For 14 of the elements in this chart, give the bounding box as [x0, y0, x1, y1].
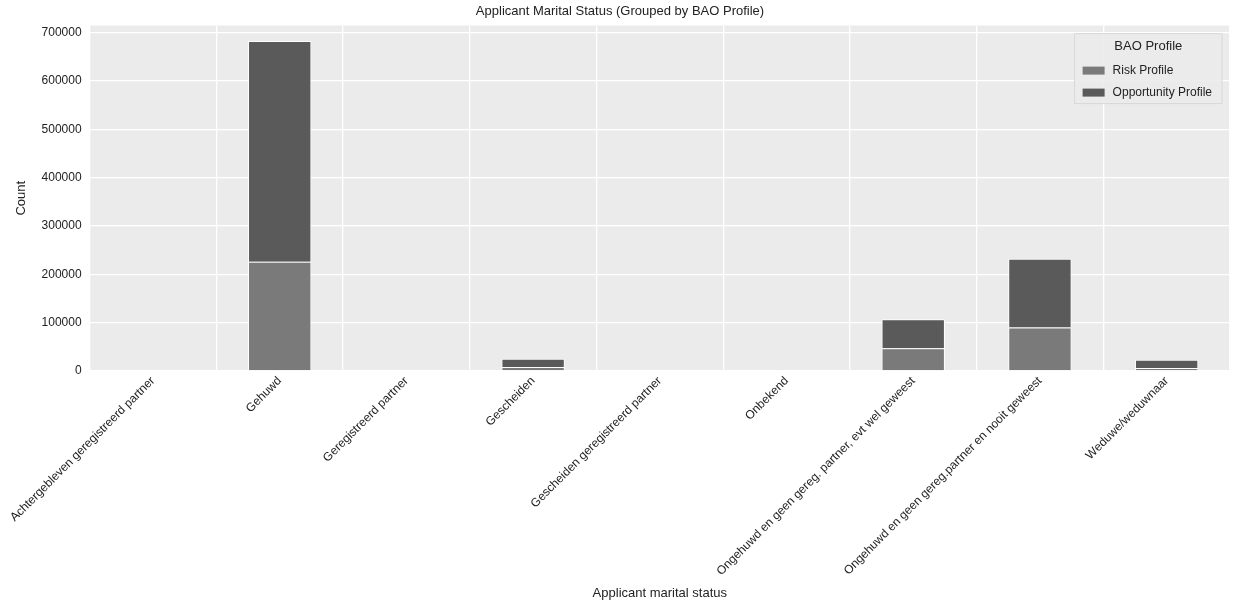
chart-title: Applicant Marital Status (Grouped by BAO Profile) [475, 3, 765, 19]
x-axis-title: Applicant marital status [592, 584, 728, 600]
legend-label: Risk Profile [1112, 62, 1174, 77]
y-tick-label: 0 [74, 363, 82, 378]
y-tick-label: 600000 [41, 73, 82, 88]
legend-label: Opportunity Profile [1112, 84, 1213, 99]
y-tick-label: 500000 [41, 121, 82, 136]
y-axis-title: Count [13, 180, 29, 216]
y-tick-label: 700000 [41, 25, 82, 40]
y-tick-label: 200000 [41, 266, 82, 281]
y-tick-label: 100000 [41, 314, 82, 329]
y-tick-label: 400000 [41, 170, 82, 185]
y-tick-label: 300000 [41, 218, 82, 233]
legend-title: BAO Profile [1114, 37, 1183, 53]
